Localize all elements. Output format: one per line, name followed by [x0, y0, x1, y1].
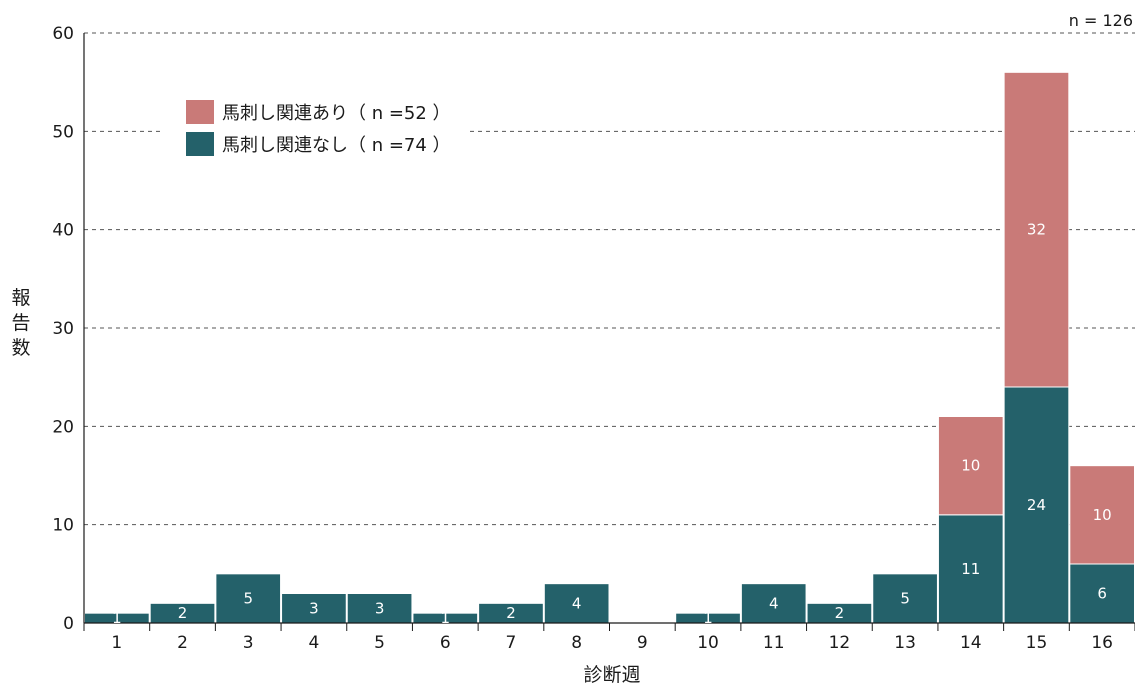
bar-segment-with-sashimi	[1069, 465, 1135, 565]
x-tick-label: 7	[506, 633, 517, 653]
bar-value-label: 11	[961, 560, 980, 578]
bars	[84, 71, 1135, 624]
y-axis-title-char: 数	[11, 337, 30, 359]
y-tick-label: 40	[52, 221, 74, 241]
x-tick-label: 11	[763, 633, 785, 653]
y-tick-label: 20	[52, 417, 74, 437]
x-tick-label: 9	[637, 633, 648, 653]
bar-segment-without-sashimi	[872, 573, 938, 624]
y-tick-label: 0	[63, 614, 74, 634]
x-tick-label: 4	[308, 633, 319, 653]
x-tick-label: 14	[960, 633, 982, 653]
legend-label-with-horse-sashimi: 馬刺し関連あり（ n =52 ）	[222, 103, 451, 124]
x-tick-label: 12	[829, 633, 851, 653]
bar-segment-without-sashimi	[740, 583, 807, 624]
bar-value-label: 6	[1097, 585, 1107, 603]
bar-value-label: 1	[703, 609, 713, 627]
bar-segment-with-sashimi	[1003, 71, 1070, 388]
bar-segment-without-sashimi	[1069, 563, 1135, 624]
y-axis-title-char: 報	[11, 287, 30, 309]
bar-value-label: 24	[1027, 496, 1046, 514]
x-axis-title: 診断週	[583, 664, 640, 685]
legend-swatch-with-horse-sashimi	[186, 100, 214, 124]
bar-value-label: 5	[243, 589, 253, 607]
legend-swatch-without-horse-sashimi	[186, 132, 214, 156]
bar-value-label: 3	[309, 599, 319, 617]
bar-value-label: 2	[178, 604, 188, 622]
legend: 馬刺し関連あり（ n =52 ） 馬刺し関連なし（ n =74 ）	[186, 100, 451, 156]
bar-segment-without-sashimi	[281, 593, 347, 624]
legend-label-without-horse-sashimi: 馬刺し関連なし（ n =74 ）	[222, 135, 451, 156]
x-tick-label: 3	[243, 633, 254, 653]
x-tick-label: 10	[697, 633, 719, 653]
bar-segment-without-sashimi	[215, 573, 282, 624]
x-tick-label: 16	[1091, 633, 1113, 653]
bar-segment-without-sashimi	[346, 593, 413, 624]
bar-value-label: 2	[506, 604, 516, 622]
y-tick-label: 50	[52, 122, 74, 142]
x-tick-label: 6	[440, 633, 451, 653]
x-tick-label: 2	[177, 633, 188, 653]
bar-value-label: 4	[572, 594, 582, 612]
bar-value-label: 5	[900, 589, 910, 607]
y-axis-title-char: 告	[11, 312, 30, 334]
y-axis-title: 報 告 数	[11, 287, 30, 359]
bar-value-label: 1	[441, 609, 451, 627]
bar-segment-with-sashimi	[937, 416, 1004, 516]
bar-value-label: 4	[769, 594, 779, 612]
y-tick-label: 10	[52, 516, 74, 536]
y-tick-label: 30	[52, 319, 74, 339]
x-tick-label: 15	[1026, 633, 1048, 653]
bar-value-label: 10	[1093, 506, 1112, 524]
x-tick-label: 1	[111, 633, 122, 653]
x-tick-label: 5	[374, 633, 385, 653]
bar-value-label: 32	[1027, 221, 1046, 239]
x-tick-label: 13	[894, 633, 916, 653]
bar-segment-without-sashimi	[543, 583, 610, 624]
bar-value-label: 3	[375, 599, 385, 617]
y-tick-label: 60	[52, 24, 74, 44]
bar-value-label: 1	[112, 609, 122, 627]
bar-value-label: 10	[961, 457, 980, 475]
bar-segment-without-sashimi	[1003, 386, 1070, 624]
x-tick-label: 8	[571, 633, 582, 653]
sample-size-note: n = 126	[1069, 11, 1133, 30]
bar-value-label: 2	[835, 604, 845, 622]
